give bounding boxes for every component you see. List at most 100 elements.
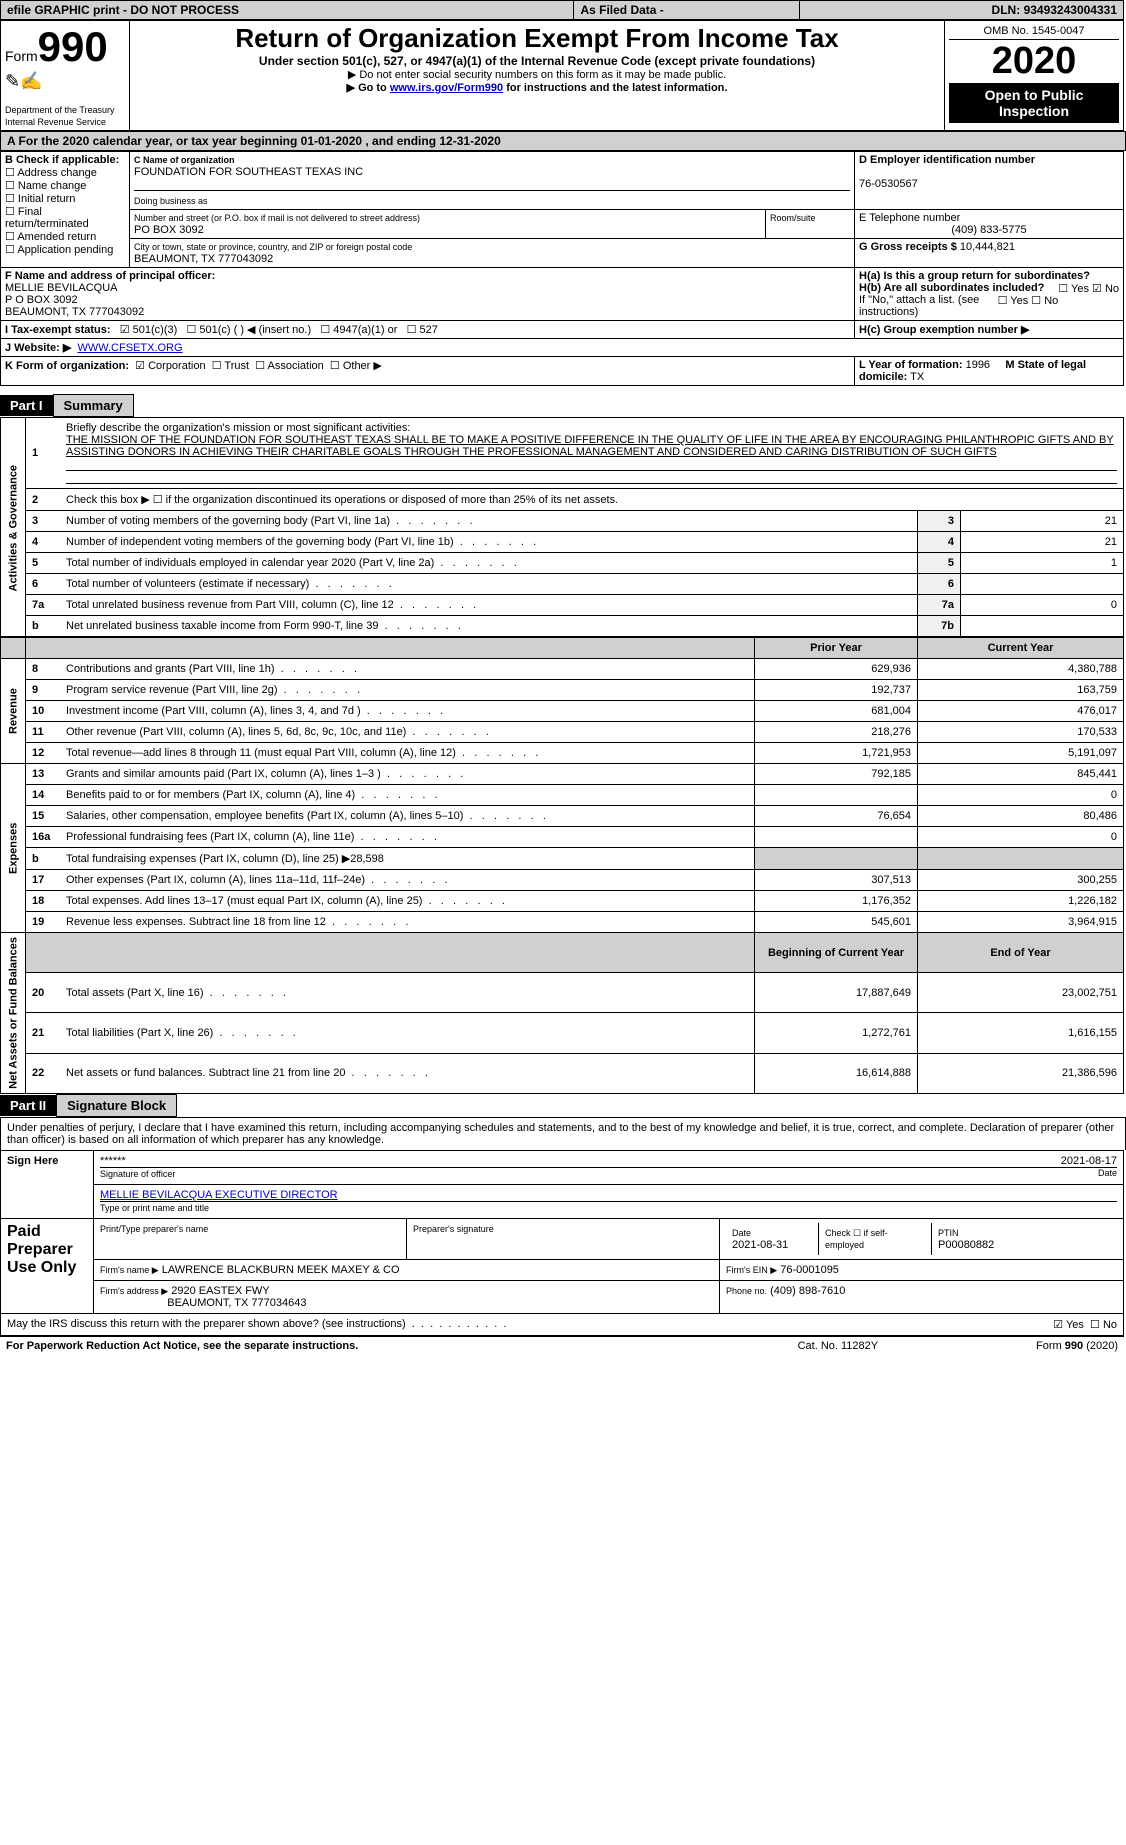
chk-trust[interactable]: Trust [212,360,249,372]
box-c-name: C Name of organization FOUNDATION FOR SO… [130,152,855,210]
prep-date: 2021-08-31 [732,1239,788,1251]
rev-row-11: 11Other revenue (Part VIII, column (A), … [1,722,1124,743]
addr-value: PO BOX 3092 [134,224,204,236]
box-f: F Name and address of principal officer:… [1,268,855,321]
ha-label: H(a) Is this a group return for subordin… [859,270,1090,282]
org-info-table: B Check if applicable: Address change Na… [0,151,1124,386]
website-link[interactable]: WWW.CFSETX.ORG [77,342,182,354]
ptin-value: P00080882 [938,1239,994,1251]
box-e-label: E Telephone number [859,212,960,224]
form-label: Form [5,48,38,64]
dept-text: Department of the Treasury [5,105,115,115]
chk-501c[interactable]: 501(c) ( ) ◀ (insert no.) [186,324,311,336]
chk-4947[interactable]: 4947(a)(1) or [320,324,397,336]
box-g-label: G Gross receipts $ [859,241,957,253]
irs-link[interactable]: www.irs.gov/Form990 [390,82,503,94]
ag-row-5: 5Total number of individuals employed in… [1,553,1124,574]
cat-no: Cat. No. 11282Y [743,1336,932,1355]
paid-preparer-label: Paid Preparer Use Only [1,1218,94,1313]
open-inspection: Open to Public Inspection [949,83,1119,123]
box-i: I Tax-exempt status: 501(c)(3) 501(c) ( … [1,321,855,339]
chk-final-return[interactable]: Final return/terminated [5,206,89,230]
ag-row-7a: 7aTotal unrelated business revenue from … [1,595,1124,616]
org-name: FOUNDATION FOR SOUTHEAST TEXAS INC [134,166,363,178]
ssn-warning: Do not enter social security numbers on … [134,68,940,81]
gross-receipts: 10,444,821 [960,241,1015,253]
officer-addr2: BEAUMONT, TX 777043092 [5,306,144,318]
chk-initial-return[interactable]: Initial return [5,193,75,205]
rev-row-10: 10Investment income (Part VIII, column (… [1,701,1124,722]
chk-other[interactable]: Other ▶ [330,360,382,372]
chk-527[interactable]: 527 [407,324,438,336]
chk-application-pending[interactable]: Application pending [5,244,113,256]
chk-name-change[interactable]: Name change [5,180,86,192]
chk-corp[interactable]: Corporation [135,360,205,372]
discuss-row: May the IRS discuss this return with the… [1,1313,1124,1335]
box-b-label: B Check if applicable: [5,154,119,166]
vside-ag: Activities & Governance [1,418,26,638]
officer-addr1: P O BOX 3092 [5,294,78,306]
firm-name: LAWRENCE BLACKBURN MEEK MAXEY & CO [162,1264,400,1276]
exp-row-15: 15Salaries, other compensation, employee… [1,806,1124,827]
hc-label: H(c) Group exemption number ▶ [859,324,1029,336]
dln-cell: DLN: 93493243004331 [799,1,1123,20]
ha-no[interactable]: No [1092,283,1119,295]
box-l-label: L Year of formation: [859,359,963,371]
exp-row-17: 17Other expenses (Part IX, column (A), l… [1,870,1124,891]
box-f-label: F Name and address of principal officer: [5,270,215,282]
discuss-no[interactable]: No [1090,1319,1117,1331]
state-domicile: TX [910,371,924,383]
form-id-cell: Form990 ✎✍ Department of the Treasury In… [1,21,130,131]
hb-note: If "No," attach a list. (see instruction… [859,294,979,318]
net-row-22: 22Net assets or fund balances. Subtract … [1,1053,1124,1093]
box-j-label: J Website: ▶ [5,342,71,354]
sig-stars: ****** [100,1155,126,1167]
box-g: G Gross receipts $ 10,444,821 [855,239,1124,268]
exp-row-14: 14Benefits paid to or for members (Part … [1,785,1124,806]
box-lm: L Year of formation: 1996 M State of leg… [855,357,1124,386]
part2-title: Signature Block [56,1094,177,1117]
exp-row-19: 19Revenue less expenses. Subtract line 1… [1,912,1124,933]
discuss-yes[interactable]: Yes [1053,1319,1084,1331]
part1-title: Summary [53,394,134,417]
ha-yes[interactable]: Yes [1058,283,1089,295]
box-d: D Employer identification number 76-0530… [855,152,1124,210]
signature-table: Sign Here ****** 2021-08-17 Signature of… [0,1150,1124,1336]
type-name-label: Type or print name and title [100,1203,209,1213]
box-e: E Telephone number (409) 833-5775 [855,210,1124,239]
rev-row-9: 9Program service revenue (Part VIII, lin… [1,680,1124,701]
box-b: B Check if applicable: Address change Na… [1,152,130,268]
hb-yes[interactable]: Yes [998,295,1029,307]
form-number: 990 [38,23,108,70]
mission-cell: Briefly describe the organization's miss… [60,418,1124,489]
box-hc: H(c) Group exemption number ▶ [855,321,1124,339]
box-k-label: K Form of organization: [5,360,129,372]
firm-addr2: BEAUMONT, TX 777034643 [167,1297,306,1309]
exp-row-16a: 16aProfessional fundraising fees (Part I… [1,827,1124,848]
chk-address-change[interactable]: Address change [5,167,97,179]
prep-date-ptin-cell: Date2021-08-31 Check ☐ if self-employed … [720,1218,1124,1259]
officer-sig-row: ****** 2021-08-17 Signature of officer D… [94,1150,1124,1184]
firm-name-cell: Firm's name ▶ LAWRENCE BLACKBURN MEEK MA… [94,1259,720,1280]
exp-row-13: Expenses13Grants and similar amounts pai… [1,764,1124,785]
firm-addr-cell: Firm's address ▶ 2920 EASTEX FWY BEAUMON… [94,1280,720,1313]
chk-amended-return[interactable]: Amended return [5,231,96,243]
self-emp[interactable]: Check ☐ if self-employed [825,1228,888,1250]
firm-addr1: 2920 EASTEX FWY [171,1285,269,1297]
phone-value: (409) 833-5775 [859,224,1119,236]
summary-table-body: Activities & Governance1Briefly describe… [0,417,1124,1094]
box-d-label: D Employer identification number [859,154,1035,166]
tax-year: 2020 [949,40,1119,83]
city-value: BEAUMONT, TX 777043092 [134,253,273,265]
chk-501c3[interactable]: 501(c)(3) [120,324,178,336]
form-title: Return of Organization Exempt From Incom… [134,23,940,54]
ag-row-3: 3Number of voting members of the governi… [1,511,1124,532]
chk-assoc[interactable]: Association [255,360,324,372]
box-c-room: Room/suite [766,210,855,239]
hb-no[interactable]: No [1031,295,1058,307]
box-c-name-label: C Name of organization [134,155,235,165]
sig-date: 2021-08-17 [1061,1155,1117,1167]
footer: For Paperwork Reduction Act Notice, see … [0,1336,1124,1355]
officer-typed-name: MELLIE BEVILACQUA EXECUTIVE DIRECTOR [100,1189,338,1201]
sign-here-label: Sign Here [1,1150,94,1218]
